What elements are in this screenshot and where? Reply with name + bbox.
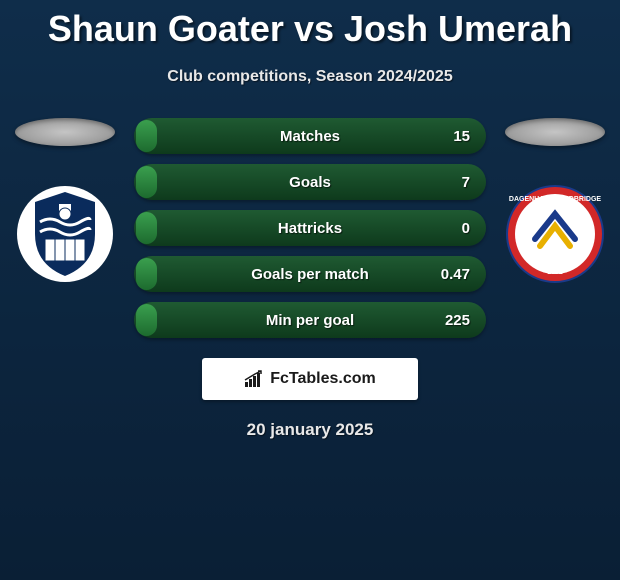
svg-text:DAGENHAM & REDBRIDGE: DAGENHAM & REDBRIDGE: [509, 196, 602, 203]
date-label: 20 january 2025: [0, 420, 620, 440]
stat-label: Matches: [134, 128, 486, 145]
stat-value: 7: [462, 174, 470, 191]
left-crest: [15, 184, 115, 284]
stat-value: 0.47: [441, 266, 470, 283]
stat-value: 0: [462, 220, 470, 237]
right-side: DAGENHAM & REDBRIDGE • 1992 •: [500, 118, 610, 284]
stat-row: Goals per match 0.47: [134, 256, 486, 292]
right-oval: [505, 118, 605, 146]
stat-row: Hattricks 0: [134, 210, 486, 246]
chart-icon: [244, 370, 266, 388]
page-title: Shaun Goater vs Josh Umerah: [0, 0, 620, 50]
left-oval: [15, 118, 115, 146]
comparison-content: Matches 15 Goals 7 Hattricks 0 Goals per…: [0, 118, 620, 348]
stat-label: Goals: [134, 174, 486, 191]
svg-text:• 1992 •: • 1992 •: [543, 269, 568, 276]
subtitle: Club competitions, Season 2024/2025: [0, 68, 620, 86]
stat-value: 15: [453, 128, 470, 145]
stat-row: Matches 15: [134, 118, 486, 154]
stat-label: Goals per match: [134, 266, 486, 283]
brand-badge[interactable]: FcTables.com: [202, 358, 418, 400]
right-crest: DAGENHAM & REDBRIDGE • 1992 •: [505, 184, 605, 284]
stat-label: Min per goal: [134, 312, 486, 329]
stat-row: Min per goal 225: [134, 302, 486, 338]
stat-value: 225: [445, 312, 470, 329]
brand-text: FcTables.com: [270, 370, 376, 388]
stat-label: Hattricks: [134, 220, 486, 237]
stat-row: Goals 7: [134, 164, 486, 200]
stat-bars: Matches 15 Goals 7 Hattricks 0 Goals per…: [120, 118, 500, 348]
left-side: [10, 118, 120, 284]
